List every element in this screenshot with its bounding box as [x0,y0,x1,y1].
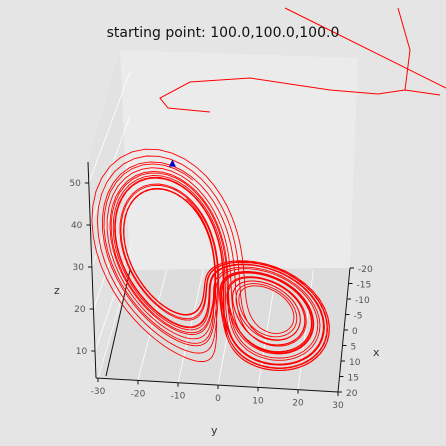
x-axis-label: x [373,346,380,359]
x-tick-label: 10 [349,358,361,368]
floor-grid-line [137,269,168,381]
z-tick-label: 20 [74,305,86,315]
chart-title: starting point: 100.0,100.0,100.0 [107,25,340,41]
wall-grid-line [94,247,131,352]
x-tick-label: 0 [352,327,358,337]
y-tick-label: 0 [215,394,221,404]
y-tick-label: 10 [252,396,264,406]
x-tick-label: 20 [346,389,358,399]
z-tick-label: 30 [73,263,85,273]
y-tick-label: -10 [171,392,186,402]
y-tick-label: -20 [131,389,146,399]
trajectory-group [91,7,446,372]
x-tick-label: -5 [354,312,363,322]
wall-grid-line [90,115,131,226]
z-tick-label: 50 [69,179,81,189]
y-tick-label: -30 [91,387,106,397]
inner-axis-line [105,269,131,377]
trajectory-approach-line [159,77,441,113]
z-tick-label: 10 [76,347,88,357]
trajectory-entry-line [284,7,446,89]
x-tick-label: -10 [355,296,370,306]
wall-grid-line [88,71,131,184]
lorenz-trajectory-line [91,148,330,372]
tick-labels: -30 -20 -10 0 10 20 30-20-15-10-50510152010203… [69,179,373,411]
trajectory-entry-line [397,7,411,91]
start-marker [168,159,176,167]
x-tick-label: -20 [358,265,373,275]
y-tick-label: 20 [292,399,304,409]
start-marker-group [168,159,176,167]
z-tick-label: 40 [71,221,83,231]
floor-grid-line [217,269,241,386]
back-pane [120,50,358,270]
floor-grid-line [97,269,131,379]
y-axis-label: y [211,424,218,437]
x-tick-label: -15 [357,281,372,291]
x-tick-label: 5 [351,343,357,353]
x-tick-label: 15 [348,374,359,384]
y-tick-label: 30 [332,401,344,411]
z-axis-line [87,161,97,379]
z-axis-label: z [54,284,60,297]
